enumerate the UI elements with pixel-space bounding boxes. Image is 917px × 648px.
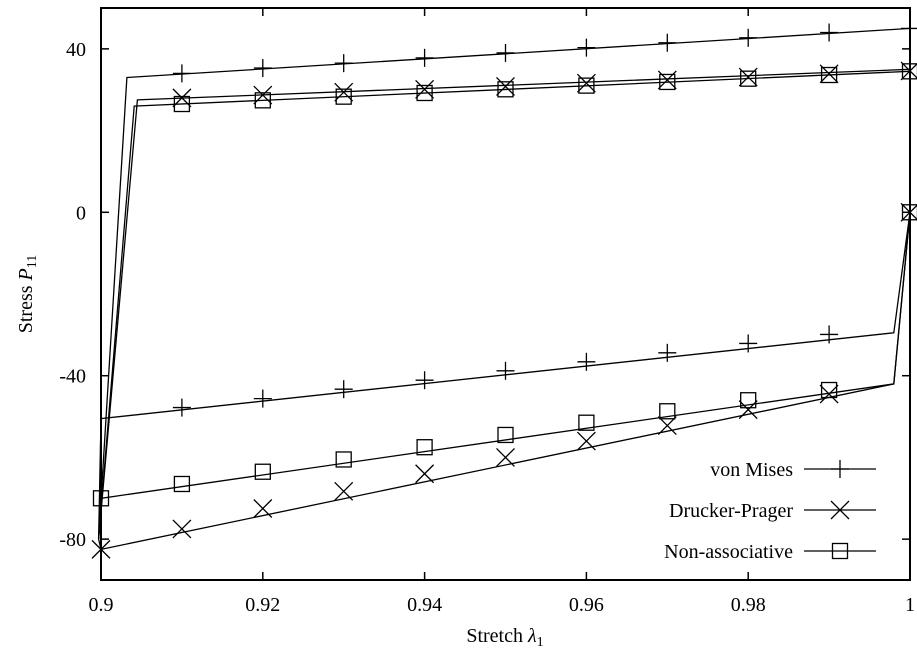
marker-drucker-prager: [738, 400, 758, 420]
y-tick-label: -40: [59, 366, 86, 388]
y-axis-label-symbol: P: [15, 268, 37, 281]
legend-marker-drucker-prager: [830, 500, 850, 520]
marker-drucker-prager: [415, 79, 435, 99]
marker-drucker-prager: [576, 73, 596, 93]
legend-marker-non-associative: [831, 542, 849, 560]
marker-von-mises: [739, 28, 758, 47]
series-line-non-associative: [97, 70, 911, 540]
marker-von-mises: [577, 38, 596, 57]
marker-drucker-prager: [253, 499, 273, 518]
legend-label-von-mises: von Mises: [710, 459, 793, 481]
legend: von Mises Drucker-Prager Non-associative: [664, 459, 876, 563]
marker-non-associative: [254, 463, 271, 480]
marker-von-mises: [658, 343, 677, 362]
marker-von-mises: [334, 380, 353, 399]
marker-non-associative: [173, 475, 191, 493]
legend-label-non-associative: Non-associative: [664, 541, 793, 563]
marker-von-mises: [253, 389, 272, 408]
marker-von-mises: [658, 33, 677, 52]
marker-von-mises: [739, 334, 758, 353]
marker-drucker-prager: [576, 431, 596, 451]
x-tick-label: 0.96: [569, 594, 604, 616]
marker-non-associative: [416, 84, 433, 102]
legend-label-drucker-prager: Drucker-Prager: [669, 500, 793, 522]
marker-von-mises: [496, 43, 515, 62]
marker-drucker-prager: [496, 76, 515, 96]
marker-non-associative: [820, 381, 838, 399]
y-axis-label-text: Stress: [15, 285, 37, 333]
marker-non-associative: [497, 81, 514, 98]
marker-non-associative: [254, 92, 271, 109]
marker-drucker-prager: [415, 464, 435, 484]
plot-frame: [100, 7, 911, 581]
marker-von-mises: [172, 64, 191, 83]
legend-marker-von-mises: [831, 460, 849, 478]
marker-von-mises: [496, 361, 515, 380]
axis-ticks: 0.9 0.92 0.94 0.96 0.98 1 -80 -40 0 40: [59, 8, 915, 616]
x-axis-label-symbol: λ: [527, 625, 537, 647]
marker-non-associative: [173, 95, 191, 113]
marker-drucker-prager: [657, 416, 677, 436]
marker-drucker-prager: [334, 481, 354, 501]
marker-non-associative: [335, 88, 352, 105]
marker-von-mises: [820, 325, 839, 344]
x-axis-label-text: Stretch: [466, 625, 523, 647]
marker-von-mises: [577, 352, 596, 371]
marker-non-associative: [497, 426, 514, 444]
series-layer: [91, 19, 917, 559]
marker-non-associative: [578, 414, 595, 431]
marker-non-associative: [740, 70, 757, 87]
x-tick-label: 1: [905, 594, 915, 616]
marker-von-mises: [334, 54, 353, 73]
series-drucker-prager: [91, 61, 917, 559]
series-non-associative: [92, 63, 917, 540]
series-line-von-mises: [97, 27, 911, 540]
marker-drucker-prager: [819, 384, 839, 404]
marker-non-associative: [335, 451, 352, 468]
x-tick-label: 0.92: [245, 594, 280, 616]
marker-von-mises: [415, 48, 434, 67]
x-tick-label: 0.98: [731, 594, 766, 616]
marker-non-associative: [416, 439, 433, 456]
y-tick-label: 40: [66, 39, 86, 61]
marker-non-associative: [659, 73, 676, 91]
marker-drucker-prager: [496, 447, 515, 467]
x-tick-label: 0.9: [89, 594, 114, 616]
y-axis-label-subscript: 11: [25, 255, 40, 268]
marker-non-associative: [659, 403, 676, 420]
x-axis-label: Stretch λ1: [466, 625, 543, 648]
marker-von-mises: [415, 371, 434, 390]
marker-drucker-prager: [334, 82, 354, 102]
marker-non-associative: [820, 66, 838, 84]
marker-von-mises: [172, 398, 191, 417]
y-tick-label: -80: [59, 529, 86, 551]
y-tick-label: 0: [76, 202, 86, 224]
y-axis-label: Stress P11: [15, 255, 40, 334]
marker-von-mises: [253, 59, 272, 78]
marker-drucker-prager: [172, 519, 192, 539]
marker-drucker-prager: [657, 70, 677, 90]
marker-von-mises: [820, 23, 839, 42]
x-axis-label-subscript: 1: [537, 635, 544, 648]
marker-non-associative: [578, 77, 595, 94]
x-tick-label: 0.94: [407, 594, 442, 616]
marker-non-associative: [740, 392, 757, 409]
